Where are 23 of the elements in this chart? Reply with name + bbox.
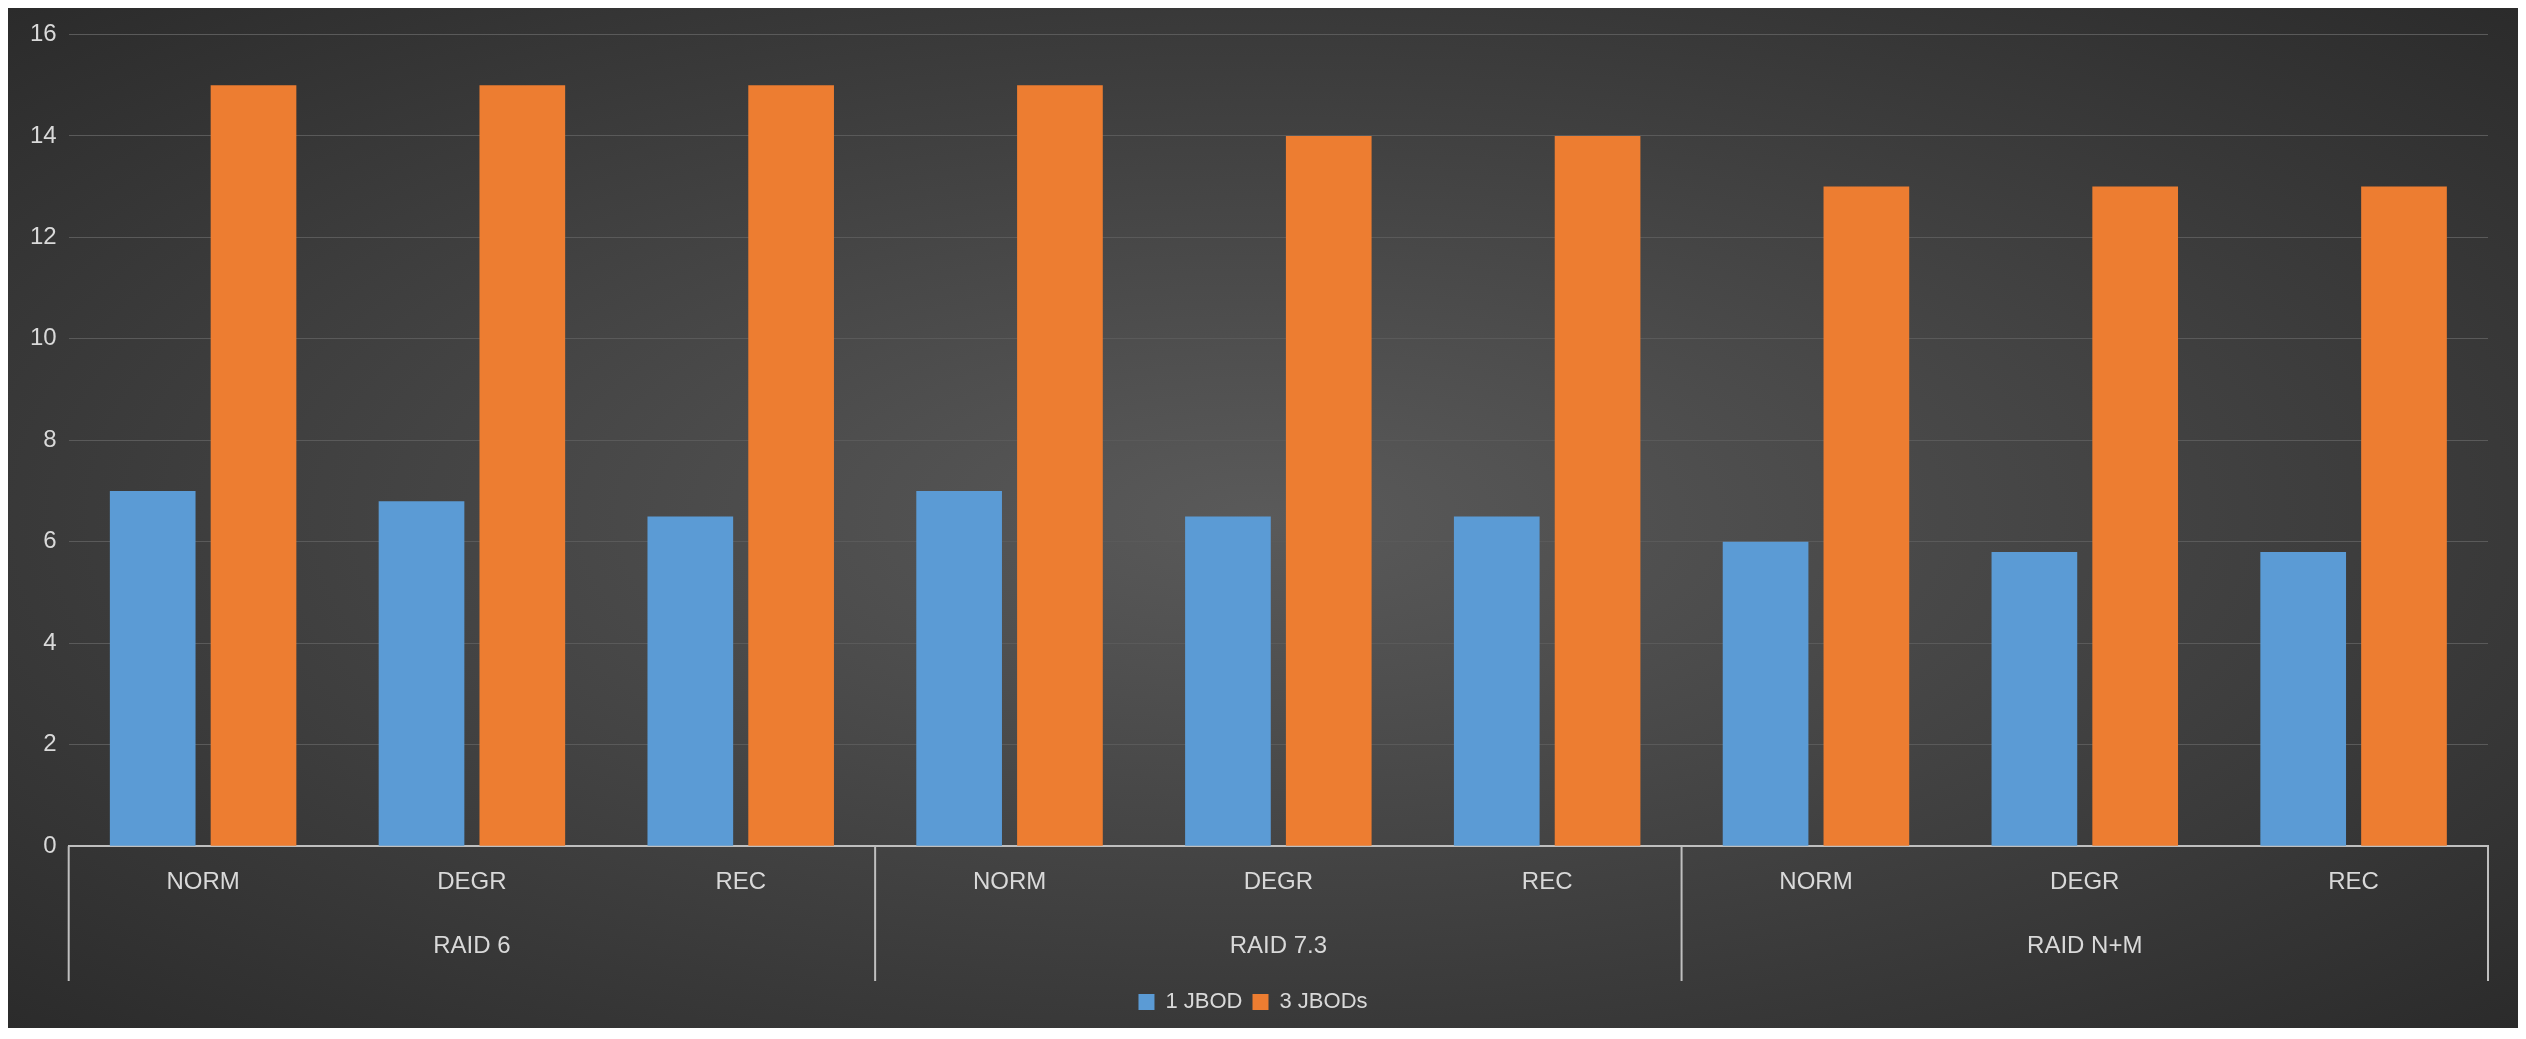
- y-tick-label: 6: [43, 526, 57, 554]
- y-tick-label: 12: [29, 221, 57, 249]
- y-tick-label: 10: [29, 323, 57, 351]
- y-tick-label: 14: [29, 120, 57, 148]
- x-tick-label: REC: [1521, 867, 1573, 895]
- legend-label: 3 JBODs: [1279, 988, 1368, 1014]
- x-tick-label: DEGR: [2050, 867, 2120, 895]
- legend-label: 1 JBOD: [1165, 988, 1243, 1014]
- y-tick-label: 4: [43, 627, 57, 655]
- text: RAID N+M: [2027, 930, 2143, 958]
- y-tick-label: 0: [43, 830, 57, 858]
- x-tick-label: NORM: [166, 867, 240, 895]
- x-tick-label: REC: [2328, 867, 2379, 895]
- x-tick-label: NORM: [1779, 867, 1853, 895]
- x-tick-label: REC: [715, 867, 767, 895]
- y-tick-label: 2: [43, 729, 57, 757]
- text: RAID 6: [433, 930, 511, 958]
- x-tick-label: DEGR: [437, 867, 507, 895]
- y-tick-label: 16: [29, 19, 57, 47]
- x-tick-label: NORM: [972, 867, 1047, 895]
- text: RAID 7.3: [1229, 930, 1328, 958]
- y-tick-label: 8: [43, 424, 57, 452]
- x-tick-label: DEGR: [1243, 867, 1314, 895]
